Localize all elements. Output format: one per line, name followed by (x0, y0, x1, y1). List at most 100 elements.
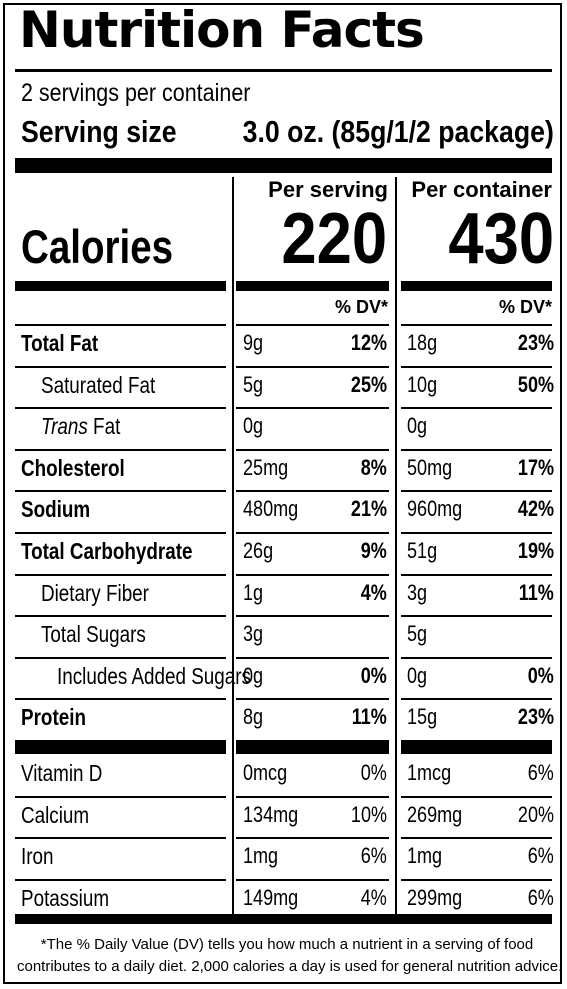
vitamin-container-amount: 269mg (407, 801, 463, 827)
vitamin-2-rule-right (401, 878, 552, 881)
dv-header-container: % DV* (498, 297, 552, 317)
nutrient-3-rule-mid (236, 490, 389, 493)
container-amount: 50mg (407, 454, 453, 480)
vitamin-1-rule-right (401, 837, 552, 839)
vitamin-0-rule-left (15, 795, 226, 798)
nutrient-name: Dietary Fiber (41, 579, 149, 606)
title-rule (15, 69, 552, 72)
serving-amount: 0g (243, 413, 264, 439)
nutrient-7-rule-left (15, 656, 226, 659)
container-dv: 23% (517, 704, 554, 730)
container-dv: 11% (518, 579, 554, 605)
dv-header-serving: % DV* (334, 297, 388, 317)
serving-amount: 1g (243, 579, 264, 605)
nutrient-name: Trans Fat (41, 413, 120, 440)
serving-amount: 8g (243, 704, 264, 730)
nutrient-1-rule-right (401, 407, 552, 410)
container-dv: 19% (517, 538, 554, 563)
column-divider-left (232, 177, 234, 915)
nutrition-facts-label: Nutrition Facts 2 servings per container… (3, 1, 563, 984)
vitamin-container-dv: 6% (527, 884, 554, 910)
nutrient-2-rule-right (401, 448, 552, 451)
vitamins-rule-left (15, 740, 226, 754)
per-container-header: Per container (411, 177, 552, 202)
vitamin-1-rule-left (15, 837, 226, 839)
nutrient-name: Total Sugars (41, 621, 146, 648)
container-amount: 15g (407, 704, 438, 730)
vitamin-serving-amount: 1mg (243, 843, 279, 868)
nutrient-4-rule-right (401, 532, 552, 534)
container-dv: 42% (517, 496, 554, 522)
footnote-line-2: contributes to a daily diet. 2,000 calor… (17, 958, 563, 975)
nutrient-name-italic: Trans (41, 413, 88, 440)
vitamin-container-amount: 1mcg (407, 760, 452, 785)
container-amount: 0g (407, 413, 428, 439)
serving-dv: 11% (351, 704, 387, 730)
dv-header-rule-right (401, 324, 552, 326)
vitamin-serving-amount: 149mg (243, 884, 299, 910)
vitamin-serving-dv: 4% (360, 884, 387, 910)
vitamin-serving-amount: 0mcg (243, 760, 288, 785)
vitamin-container-amount: 1mg (407, 843, 443, 868)
nutrient-0-rule-mid (236, 365, 389, 368)
serving-amount: 25mg (243, 454, 289, 480)
vitamin-serving-dv: 6% (360, 843, 387, 868)
serving-dv: 21% (350, 496, 387, 522)
nutrient-5-rule-right (401, 573, 552, 576)
vitamin-2-rule-left (15, 878, 226, 881)
serving-size-value: 3.0 oz. (85g/1/2 package) (242, 114, 554, 149)
nutrient-3-rule-left (15, 490, 226, 493)
calories-rule-right (401, 281, 552, 291)
vitamin-name: Iron (21, 843, 54, 869)
calories-rule-mid (236, 281, 389, 291)
vitamin-container-dv: 6% (527, 760, 554, 785)
serving-dv: 0% (360, 662, 387, 688)
nutrient-2-rule-left (15, 448, 226, 451)
serving-amount: 9g (243, 330, 264, 355)
container-amount: 5g (407, 621, 428, 647)
dv-header-rule-mid (236, 324, 389, 326)
nutrient-4-rule-left (15, 532, 226, 534)
serving-dv: 8% (360, 454, 387, 480)
serving-amount: 26g (243, 538, 274, 563)
vitamin-0-rule-mid (236, 795, 389, 798)
calories-rule-left (15, 281, 226, 291)
serving-dv: 9% (360, 538, 387, 563)
column-divider-right (395, 177, 397, 915)
nutrient-1-rule-mid (236, 407, 389, 410)
vitamin-serving-amount: 134mg (243, 801, 299, 827)
vitamin-serving-dv: 10% (350, 801, 387, 827)
vitamin-0-rule-right (401, 795, 552, 798)
nutrient-5-rule-left (15, 573, 226, 576)
serving-size-label: Serving size (21, 114, 177, 149)
nutrient-5-rule-mid (236, 573, 389, 576)
nutrient-8-rule-right (401, 698, 552, 701)
vitamin-container-amount: 299mg (407, 884, 463, 910)
serving-amount: 5g (243, 371, 264, 397)
nutrient-2-rule-mid (236, 448, 389, 451)
serving-size-rule (15, 158, 552, 173)
container-amount: 18g (407, 330, 438, 355)
nutrient-name-rest: Fat (87, 413, 121, 440)
container-amount: 0g (407, 662, 428, 688)
nutrient-name: Total Carbohydrate (21, 538, 193, 564)
calories-label: Calories (21, 220, 174, 273)
container-dv: 50% (517, 371, 554, 397)
vitamin-name: Calcium (21, 801, 90, 828)
nutrient-6-rule-mid (236, 615, 389, 618)
container-dv: 23% (517, 330, 554, 355)
footnote-rule (15, 914, 552, 924)
nutrient-1-rule-left (15, 407, 226, 410)
vitamin-container-dv: 6% (527, 843, 554, 868)
vitamin-name: Potassium (21, 884, 110, 911)
nutrient-6-rule-right (401, 615, 552, 618)
nutrient-name: Cholesterol (21, 454, 125, 481)
nutrient-name: Includes Added Sugars (57, 662, 251, 689)
footnote: *The % Daily Value (DV) tells you how mu… (17, 934, 563, 978)
nutrient-8-rule-mid (236, 698, 389, 701)
vitamins-rule-mid (236, 740, 389, 754)
servings-per-container: 2 servings per container (21, 79, 251, 107)
nutrient-name: Saturated Fat (41, 371, 156, 398)
nutrient-8-rule-left (15, 698, 226, 701)
container-amount: 10g (407, 371, 438, 397)
